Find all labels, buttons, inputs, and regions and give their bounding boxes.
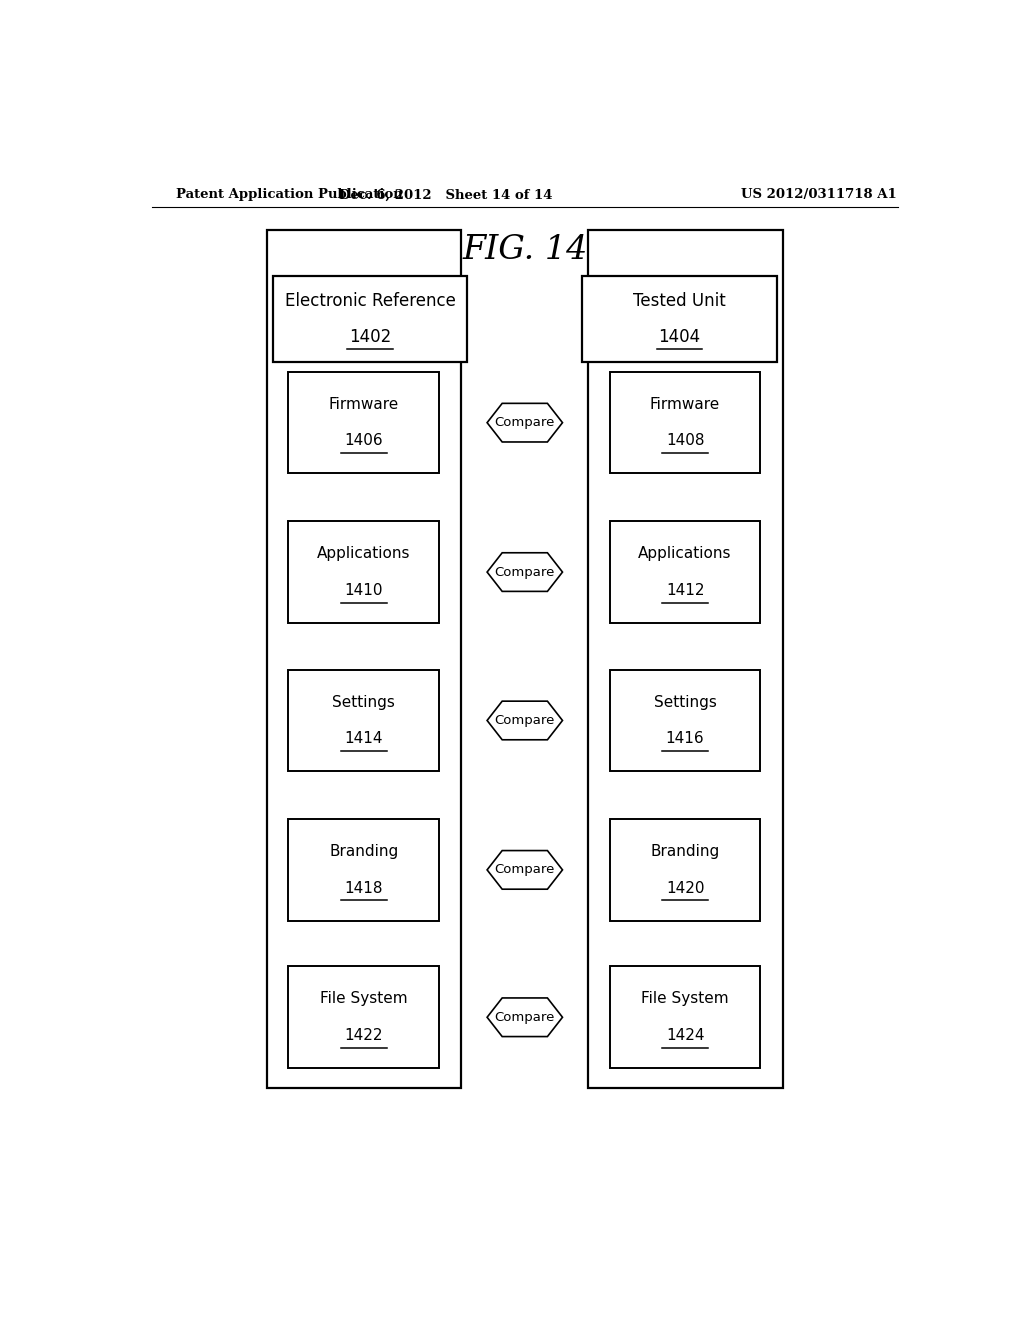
Bar [289, 818, 439, 921]
Text: Settings: Settings [332, 694, 395, 710]
Text: 1420: 1420 [666, 880, 705, 896]
Bar [289, 372, 439, 474]
Text: 1424: 1424 [666, 1028, 705, 1043]
Bar [272, 276, 467, 362]
Bar [609, 521, 761, 623]
Text: Applications: Applications [638, 546, 732, 561]
Polygon shape [487, 998, 562, 1036]
Text: 1414: 1414 [344, 731, 383, 746]
Text: 1402: 1402 [349, 329, 391, 346]
Text: Compare: Compare [495, 1011, 555, 1024]
Text: 1418: 1418 [344, 880, 383, 896]
Bar [583, 276, 777, 362]
Bar [588, 230, 782, 1089]
Text: Settings: Settings [653, 694, 717, 710]
Bar [267, 230, 461, 1089]
Bar [289, 521, 439, 623]
Bar [289, 966, 439, 1068]
Text: Firmware: Firmware [650, 397, 720, 412]
Text: Compare: Compare [495, 863, 555, 876]
Text: Electronic Reference: Electronic Reference [285, 292, 456, 310]
Text: 1410: 1410 [344, 583, 383, 598]
Text: 1406: 1406 [344, 433, 383, 449]
Text: 1408: 1408 [666, 433, 705, 449]
Bar [609, 966, 761, 1068]
Text: US 2012/0311718 A1: US 2012/0311718 A1 [740, 189, 896, 202]
Text: 1412: 1412 [666, 583, 705, 598]
Bar [609, 818, 761, 921]
Bar [289, 669, 439, 771]
Text: 1422: 1422 [344, 1028, 383, 1043]
Text: Patent Application Publication: Patent Application Publication [176, 189, 402, 202]
Text: Dec. 6, 2012   Sheet 14 of 14: Dec. 6, 2012 Sheet 14 of 14 [339, 189, 552, 202]
Text: File System: File System [641, 991, 729, 1006]
Text: Tested Unit: Tested Unit [633, 292, 726, 310]
Text: Compare: Compare [495, 565, 555, 578]
Polygon shape [487, 404, 562, 442]
Bar [609, 372, 761, 474]
Polygon shape [487, 701, 562, 739]
Text: Compare: Compare [495, 416, 555, 429]
Bar [609, 669, 761, 771]
Polygon shape [487, 850, 562, 890]
Text: Compare: Compare [495, 714, 555, 727]
Text: Applications: Applications [317, 546, 411, 561]
Polygon shape [487, 553, 562, 591]
Text: Branding: Branding [329, 843, 398, 859]
Text: Branding: Branding [650, 843, 720, 859]
Text: 1404: 1404 [658, 329, 700, 346]
Text: 1416: 1416 [666, 731, 705, 746]
Text: File System: File System [319, 991, 408, 1006]
Text: Firmware: Firmware [329, 397, 398, 412]
Text: FIG. 14: FIG. 14 [462, 234, 588, 265]
